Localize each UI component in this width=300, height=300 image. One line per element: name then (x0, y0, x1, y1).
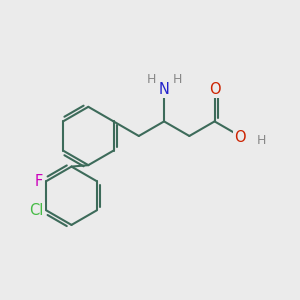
Text: H: H (172, 73, 182, 86)
Text: Cl: Cl (29, 203, 44, 218)
Text: F: F (35, 174, 43, 189)
Text: N: N (159, 82, 170, 97)
Text: O: O (209, 82, 220, 97)
Text: H: H (146, 73, 156, 86)
Text: H: H (256, 134, 266, 147)
Text: O: O (234, 130, 246, 145)
